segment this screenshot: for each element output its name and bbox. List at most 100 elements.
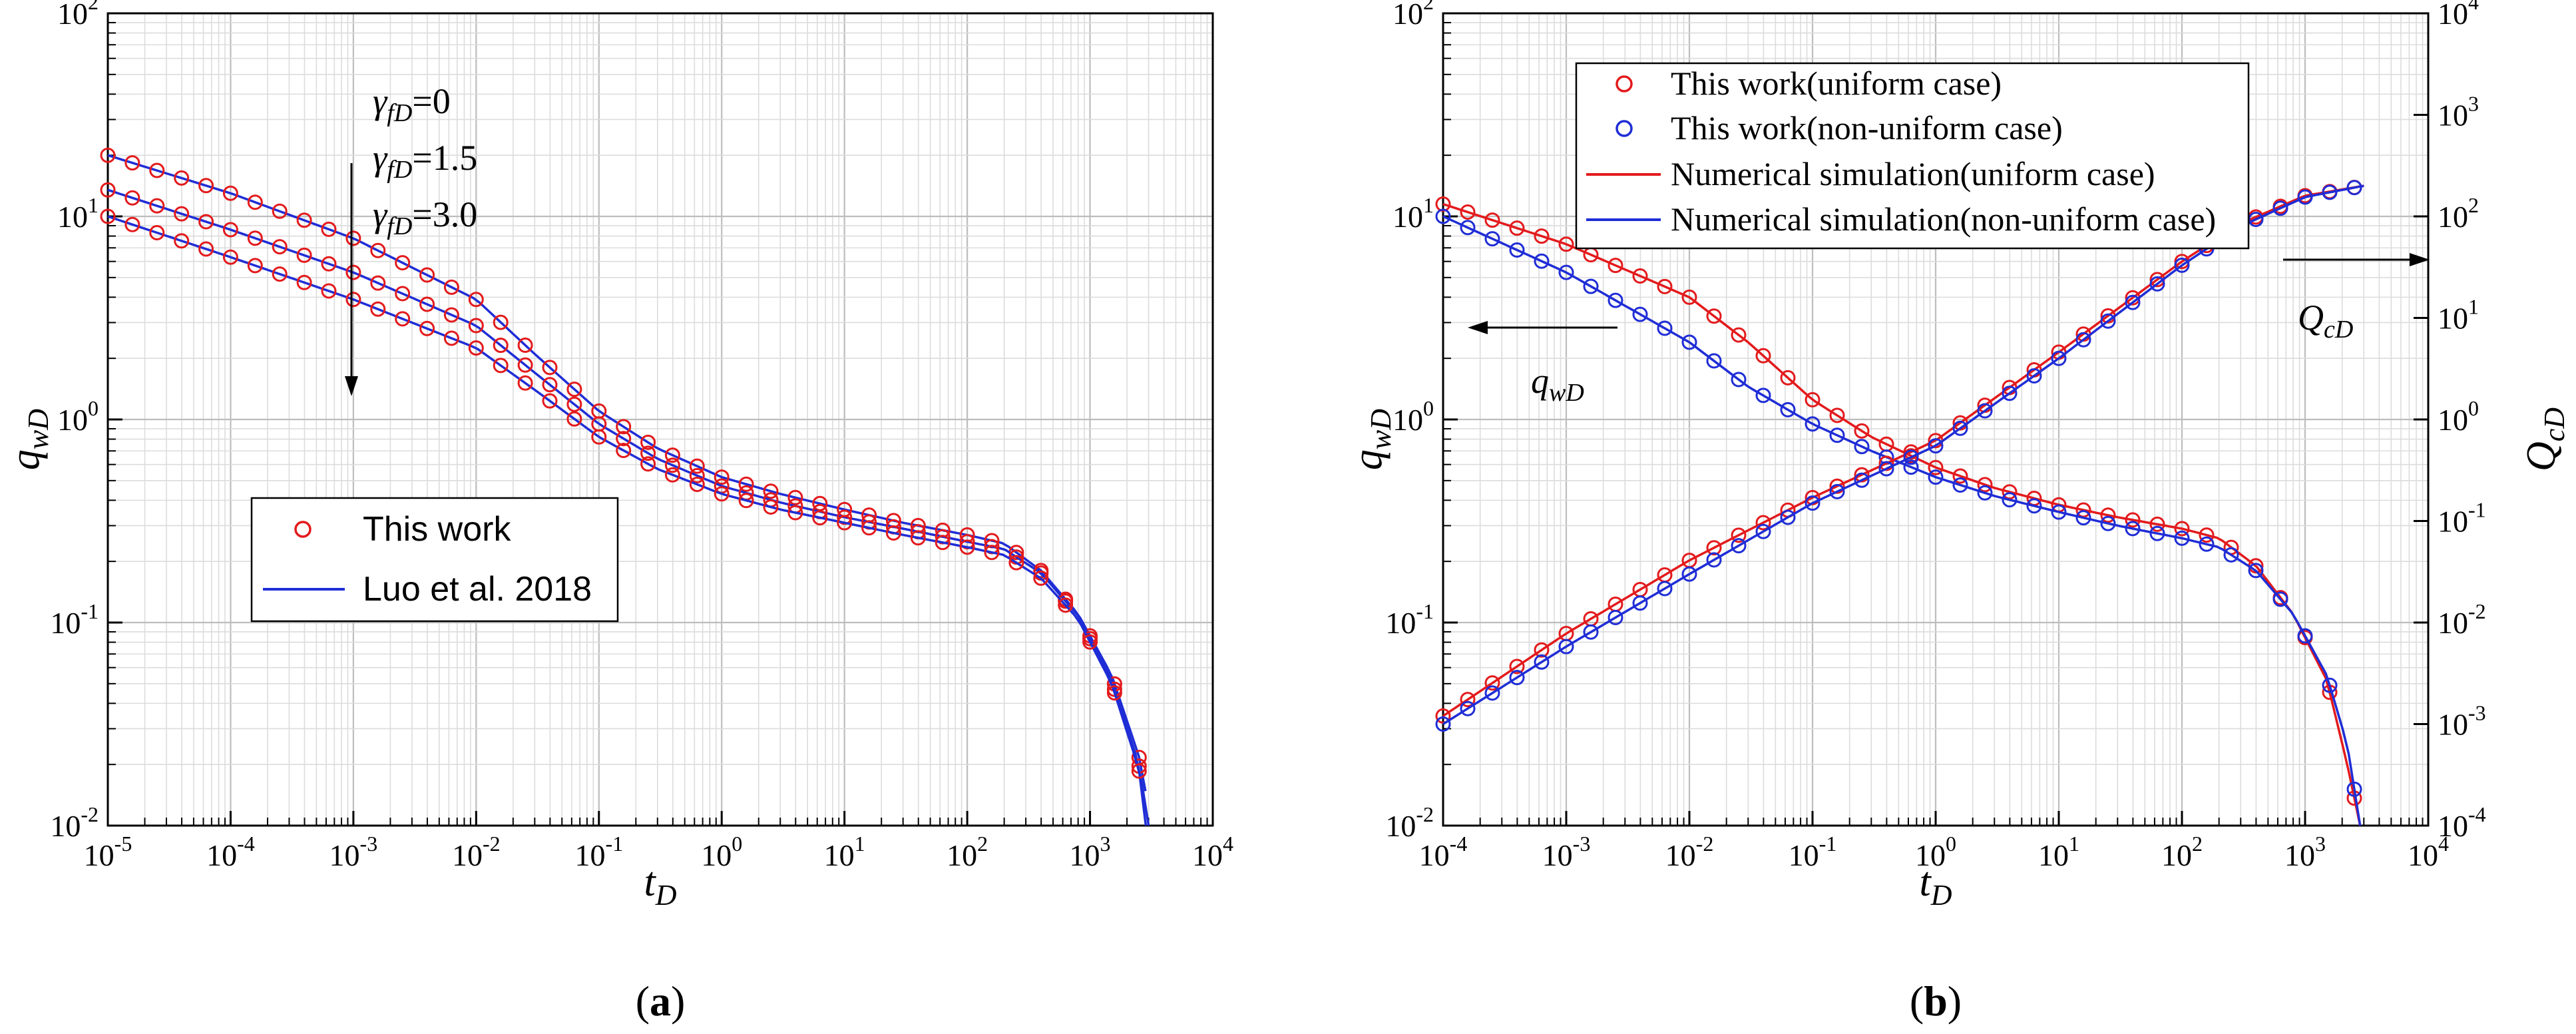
series-marker <box>1460 700 1476 716</box>
x-axis-label-a: tD <box>644 860 676 911</box>
series-marker <box>984 545 1000 561</box>
series-marker <box>1681 289 1697 305</box>
series-marker <box>2322 184 2338 200</box>
series-marker <box>542 360 558 376</box>
series-marker <box>1583 624 1599 640</box>
series-marker <box>1829 427 1845 443</box>
series-marker <box>1534 253 1550 269</box>
curve-annotations: qwD QcD <box>1468 253 2430 407</box>
x-tick-label: 102 <box>947 832 988 872</box>
y-tick-label: 10-2 <box>50 802 99 843</box>
series-marker <box>664 447 680 463</box>
series-marker <box>321 221 337 237</box>
series-marker <box>1977 477 1993 493</box>
gamma-annotation-3: γfD=3.0 <box>373 194 477 240</box>
series-marker <box>837 515 853 531</box>
series-marker <box>124 190 140 206</box>
series-marker <box>222 222 238 238</box>
caption-b: (b) <box>1910 977 1962 1025</box>
series-marker <box>247 230 263 246</box>
series-marker <box>1952 420 1968 436</box>
series-marker <box>2346 180 2362 196</box>
series-marker <box>1805 495 1821 511</box>
y-tick-label: 10-1 <box>50 599 99 640</box>
series-marker <box>419 296 435 312</box>
series-marker <box>2026 368 2042 384</box>
series-line <box>1442 215 2362 826</box>
series-marker <box>640 456 656 472</box>
series-marker <box>1058 593 1074 609</box>
series-marker <box>1829 407 1845 423</box>
series-marker <box>2100 313 2116 329</box>
series-marker <box>247 194 263 210</box>
series-marker <box>2100 507 2116 523</box>
x-tick-label: 101 <box>2038 832 2079 872</box>
series-marker <box>1460 204 1476 220</box>
series-marker <box>1558 639 1574 654</box>
series-marker <box>2002 492 2018 508</box>
series-marker <box>272 266 288 282</box>
series-marker <box>1854 472 1870 488</box>
series-marker <box>2346 781 2362 797</box>
series-marker <box>763 483 779 499</box>
x-tick-label: 10-3 <box>329 832 378 872</box>
series-marker <box>1632 306 1648 322</box>
series-marker <box>1706 308 1722 324</box>
series-marker <box>2174 257 2190 273</box>
series-marker <box>2075 510 2091 526</box>
series-marker <box>2100 515 2116 531</box>
series-marker <box>2149 516 2165 532</box>
series-marker <box>2125 521 2141 537</box>
series-marker <box>640 445 656 461</box>
series-marker <box>2002 484 2018 500</box>
series-marker <box>1608 610 1623 625</box>
series-marker <box>1706 540 1722 556</box>
series-marker <box>1903 459 1919 475</box>
series-marker <box>616 431 632 447</box>
y-axis-label-a: qwD <box>3 409 55 470</box>
series-marker <box>124 216 140 232</box>
series-marker <box>2223 547 2239 563</box>
series-marker <box>2174 521 2190 537</box>
series-marker <box>787 489 803 505</box>
legend-label-nonuniform-line: Numerical simulation(non-uniform case) <box>1671 200 2216 238</box>
series-marker <box>198 241 214 257</box>
series-marker <box>1033 570 1049 586</box>
series-marker <box>493 358 509 374</box>
series-marker <box>566 396 582 412</box>
x-tick-label: 10-2 <box>452 832 501 872</box>
series-marker <box>100 208 116 224</box>
series-marker <box>763 499 779 515</box>
series-marker <box>689 467 705 483</box>
qwd-annotation: qwD <box>1531 361 1584 407</box>
series-marker <box>935 535 951 551</box>
series-marker <box>910 530 926 546</box>
series-marker <box>2272 591 2288 607</box>
series-marker <box>517 357 533 373</box>
gamma-annotation-2: γfD=1.5 <box>373 138 477 184</box>
series-marker <box>714 486 730 502</box>
series-marker <box>1657 581 1673 597</box>
x-tick-label: 103 <box>1070 832 1111 872</box>
series-marker <box>1082 634 1098 650</box>
series-marker <box>1484 685 1500 701</box>
y2-tick-label: 10-4 <box>2438 802 2486 843</box>
gamma-annotation-1: γfD=0 <box>373 81 451 127</box>
series-marker <box>2125 294 2141 310</box>
series-marker <box>174 233 190 249</box>
series-marker <box>1657 278 1673 294</box>
series-marker <box>664 457 680 473</box>
series-marker <box>2002 386 2018 401</box>
series-marker <box>1509 658 1525 674</box>
x-tick-label: 10-3 <box>1542 832 1591 872</box>
series-marker <box>296 212 312 228</box>
series-marker <box>885 525 901 541</box>
series-marker <box>2174 530 2190 546</box>
series-marker <box>443 330 459 346</box>
series-marker <box>1706 552 1722 568</box>
series-marker <box>1632 595 1648 611</box>
series-marker <box>1755 523 1771 539</box>
series-marker <box>1509 242 1525 258</box>
series-marker <box>100 182 116 198</box>
ticks-a: 10-5 10-4 10-3 10-2 10-1 100 101 102 103 104 10-2 1… <box>50 0 1233 872</box>
